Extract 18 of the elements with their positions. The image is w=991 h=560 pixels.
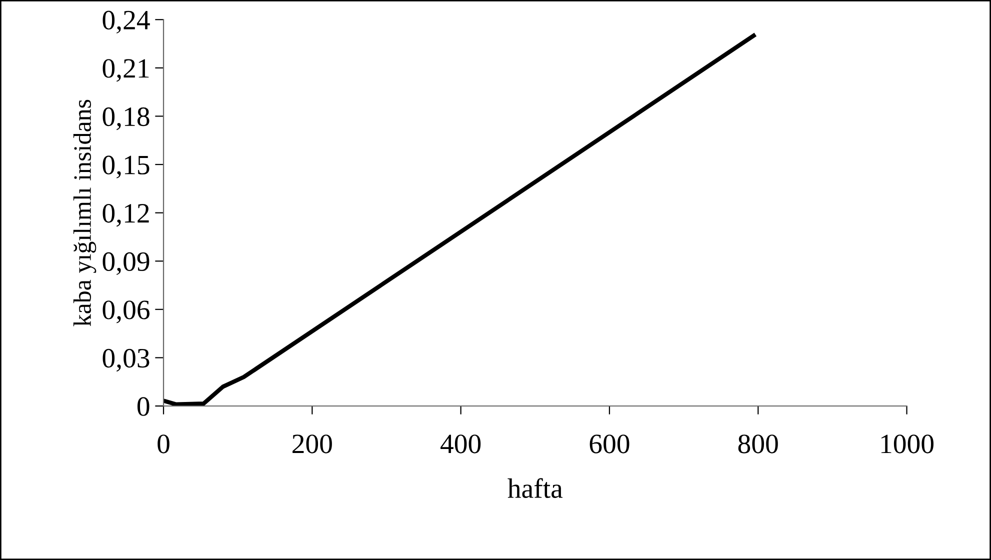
y-tick-label: 0,15 — [102, 156, 150, 178]
y-tick-label: 0 — [137, 397, 150, 416]
y-tick-label: 0,12 — [102, 204, 149, 227]
y-tick-label: 0,21 — [102, 59, 149, 82]
x-tick-label: 200 — [292, 434, 332, 454]
y-tick-label: 0,24 — [102, 10, 150, 34]
line-series — [164, 34, 756, 406]
x-axis-title: hafta — [508, 478, 563, 498]
y-tick-label: 0,06 — [102, 300, 150, 324]
x-tick-label: 0 — [158, 434, 170, 454]
y-axis-title: kaba yığılımlı insidans — [73, 100, 96, 326]
x-tick-label: 800 — [738, 434, 778, 454]
y-tick-label: 0,03 — [102, 348, 150, 372]
y-tick-label: 0,09 — [102, 252, 150, 276]
y-tick-label: 0,18 — [102, 107, 150, 130]
x-tick-label: 600 — [590, 434, 630, 454]
x-tick-label: 1000 — [881, 434, 934, 454]
x-tick-label: 400 — [440, 434, 481, 454]
